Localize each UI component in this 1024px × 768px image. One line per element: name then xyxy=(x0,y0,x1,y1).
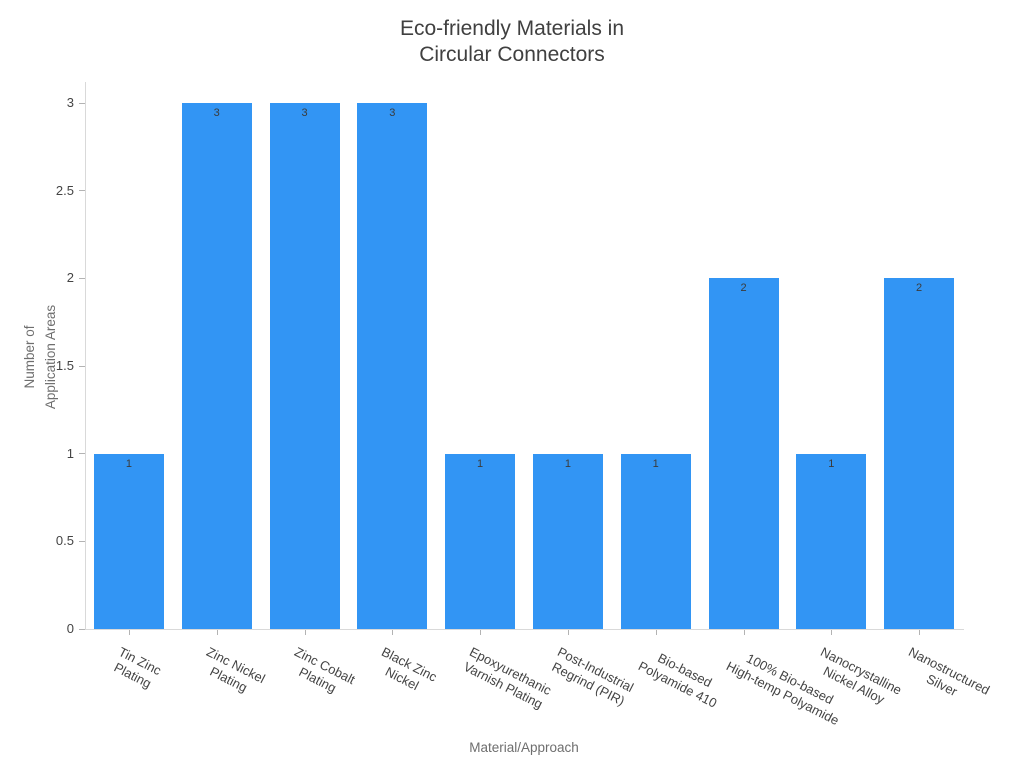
bar-value-label: 1 xyxy=(477,457,484,470)
x-tick-label: Tin Zinc Plating xyxy=(111,644,164,692)
bar-value-label: 3 xyxy=(301,107,308,119)
y-tick-mark xyxy=(79,628,85,630)
y-tick-label: 2.5 xyxy=(55,182,74,198)
x-tick-label: Zinc Cobalt Plating xyxy=(291,644,358,696)
bar-value-label: 1 xyxy=(828,457,835,470)
plot-area xyxy=(85,82,964,630)
y-axis-title: Number of Application Areas xyxy=(22,304,58,410)
bar-nanocrystalline-nickel-alloy[interactable]: 1 xyxy=(796,453,867,629)
bar-tin-zinc-plating[interactable]: 1 xyxy=(93,453,164,629)
x-tick-label: Black Zinc Nickel xyxy=(379,644,440,694)
y-tick-mark xyxy=(79,453,85,455)
bar-zinc-nickel-plating[interactable]: 3 xyxy=(181,103,252,629)
bar-zinc-cobalt-plating[interactable]: 3 xyxy=(269,103,340,629)
x-tick-mark xyxy=(743,630,745,635)
chart-title: Eco-friendly Materials in Circular Conne… xyxy=(399,17,625,66)
bar-value-label: 3 xyxy=(389,107,396,119)
x-tick-mark xyxy=(392,630,394,635)
y-tick-label: 0.5 xyxy=(55,533,74,549)
x-tick-mark xyxy=(128,630,130,635)
y-tick-label: 1.5 xyxy=(55,358,74,373)
x-tick-mark xyxy=(919,630,921,635)
y-tick-mark xyxy=(79,190,85,192)
bar-post-industrial-regrind-pir[interactable]: 1 xyxy=(532,453,603,629)
x-tick-label: Epoxyurethanic Varnish Plating xyxy=(461,644,554,712)
x-tick-label: Zinc Nickel Plating xyxy=(203,644,268,696)
bar-100-bio-based-high-temp-polyamide[interactable]: 2 xyxy=(708,278,779,629)
x-tick-mark xyxy=(567,630,569,635)
x-tick-label: Post-Industrial Regrind (PIR) xyxy=(549,644,636,709)
y-tick-mark xyxy=(79,102,85,104)
y-tick-label: 1 xyxy=(66,445,74,461)
y-tick-label: 3 xyxy=(66,95,74,110)
bar-value-label: 1 xyxy=(564,457,571,470)
x-axis-title: Material/Approach xyxy=(469,740,579,755)
x-tick-label: Bio-based Polyamide 410 xyxy=(635,650,720,711)
y-tick-label: 0 xyxy=(66,621,74,636)
x-tick-mark xyxy=(655,630,657,635)
x-tick-label: Nanostructured Silver xyxy=(906,644,993,700)
y-tick-label: 2 xyxy=(66,270,74,286)
bar-bio-based-polyamide-410[interactable]: 1 xyxy=(620,453,691,629)
bar-nanostructured-silver[interactable]: 2 xyxy=(884,278,955,629)
y-tick-mark xyxy=(79,365,85,367)
x-tick-mark xyxy=(480,630,482,635)
bar-value-label: 1 xyxy=(125,457,132,470)
x-tick-mark xyxy=(304,630,306,635)
x-tick-mark xyxy=(831,630,833,635)
bar-value-label: 2 xyxy=(740,282,747,295)
bar-black-zinc-nickel[interactable]: 3 xyxy=(357,103,428,629)
x-tick-mark xyxy=(216,630,218,635)
bar-value-label: 1 xyxy=(652,457,659,470)
bar-value-label: 3 xyxy=(213,107,220,119)
y-tick-mark xyxy=(79,540,85,542)
bar-epoxyurethanic-varnish-plating[interactable]: 1 xyxy=(445,453,516,629)
bar-value-label: 2 xyxy=(916,282,923,295)
y-tick-mark xyxy=(79,277,85,279)
